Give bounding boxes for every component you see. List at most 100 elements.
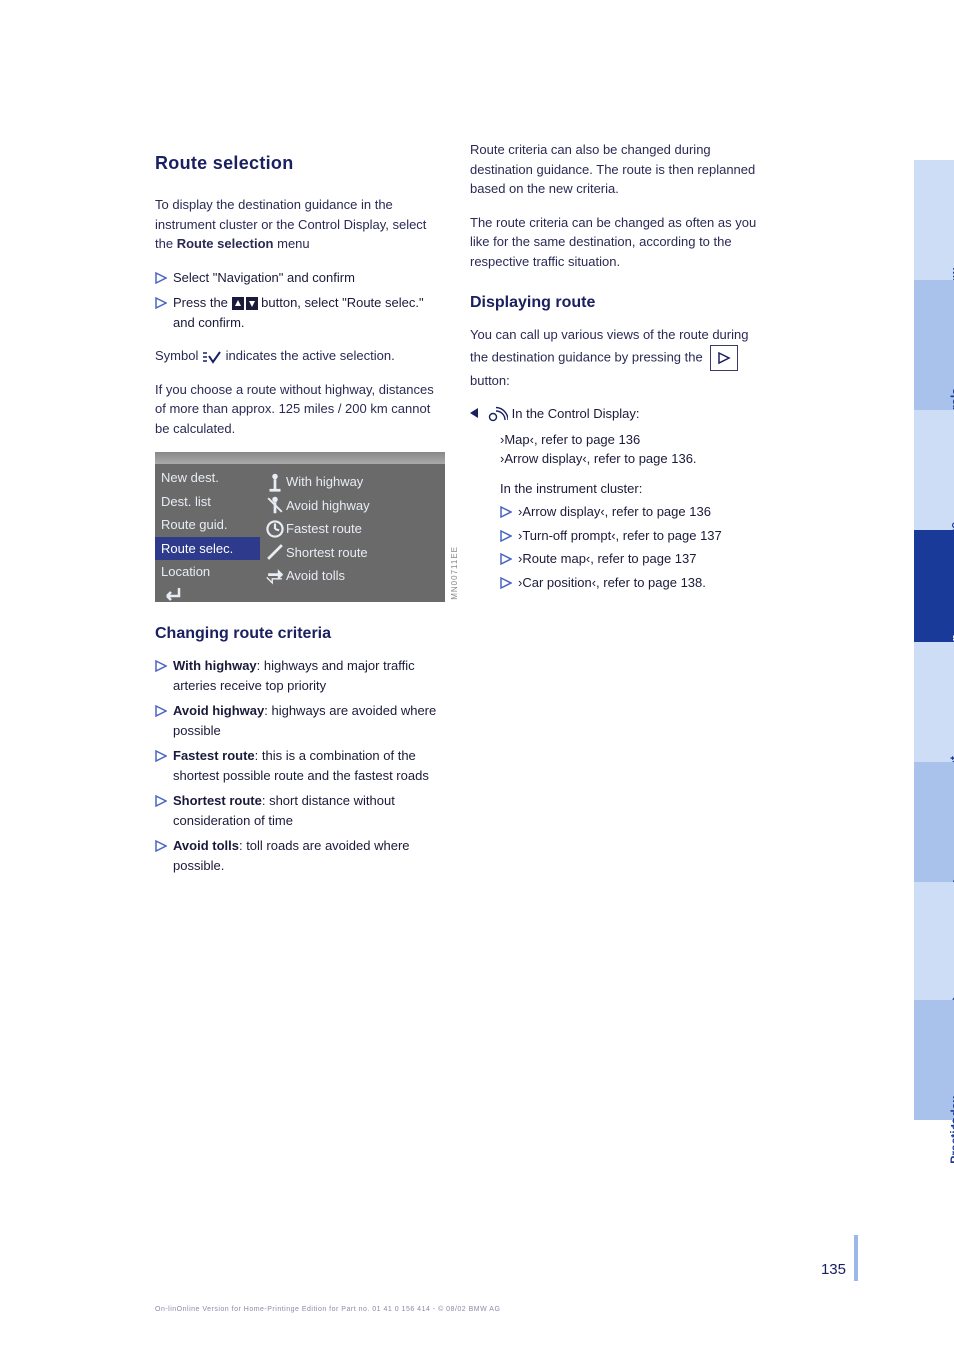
- option-label: Fastest route: [286, 519, 362, 539]
- step-text: Press the button, select "Route selec." …: [173, 293, 445, 332]
- symbol-text-after: indicates the active selection.: [226, 348, 395, 363]
- criteria-text: With highway: highways and major traffic…: [173, 656, 445, 695]
- screenshot-menu-item: Route selec.: [155, 537, 260, 561]
- triangle-bullet-icon: [155, 658, 173, 672]
- step-text: Select "Navigation" and confirm: [173, 268, 445, 288]
- screenshot-menu-item: Dest. list: [155, 490, 260, 514]
- triangle-bullet-icon: [155, 295, 173, 309]
- symbol-text-before: Symbol: [155, 348, 202, 363]
- bullet-map: ›Map‹, refer to page 136: [500, 430, 770, 450]
- triangle-bullet-icon: [155, 270, 173, 284]
- criteria-text: Fastest route: this is a combination of …: [173, 746, 445, 785]
- reference-text: ›Car position‹, refer to page 138.: [518, 573, 770, 593]
- screenshot-menu-item: Route guid.: [155, 513, 260, 537]
- option-label: Shortest route: [286, 543, 368, 563]
- criteria-text: Shortest route: short distance without c…: [173, 791, 445, 830]
- criteria-item: Avoid tolls: toll roads are avoided wher…: [155, 836, 445, 875]
- option-label: Avoid tolls: [286, 566, 345, 586]
- tab-controls[interactable]: Controls: [914, 280, 954, 410]
- nav-menu-screenshot: New dest.Dest. listRoute guid.Route sele…: [155, 452, 445, 602]
- control-display-text: In the Control Display:: [486, 404, 770, 424]
- heading-route-selection: Route selection: [155, 150, 445, 177]
- no-highway-note: If you choose a route without highway, d…: [155, 380, 445, 439]
- intro-para: To display the destination guidance in t…: [155, 195, 445, 254]
- option-icon: [264, 521, 286, 537]
- option-icon: [264, 544, 286, 560]
- criteria-name: Avoid tolls: [173, 838, 239, 853]
- criteria-change-para: Route criteria can also be changed durin…: [470, 140, 770, 199]
- criteria-name: Shortest route: [173, 793, 262, 808]
- step-select-navigation: Select "Navigation" and confirm: [155, 268, 445, 288]
- tab-practical-interior-accessories[interactable]: Practical interior accessories: [914, 882, 954, 1000]
- tab-maintenance[interactable]: Maintenance: [914, 410, 954, 530]
- menu-list: New dest.Dest. listRoute guid.Route sele…: [155, 464, 260, 602]
- triangle-bullet-icon: [500, 504, 518, 524]
- criteria-list: With highway: highways and major traffic…: [155, 656, 445, 875]
- page-number: 135: [821, 1259, 846, 1282]
- option-label: Avoid highway: [286, 496, 370, 516]
- control-display-line: In the Control Display:: [470, 404, 770, 424]
- option-icon: [264, 568, 286, 584]
- triangle-bullet-icon: [500, 528, 518, 548]
- reference-line: ›Arrow display‹, refer to page 136: [500, 502, 770, 524]
- return-icon: [159, 584, 187, 604]
- intro-text-2: menu: [277, 236, 310, 251]
- triangle-bullet-icon: [500, 575, 518, 595]
- tab-navigation[interactable]: Navigation: [914, 530, 954, 642]
- intro-strong: Route selection: [177, 236, 274, 251]
- criteria-item: Avoid highway: highways are avoided wher…: [155, 701, 445, 740]
- screenshot-menu-item: Location: [155, 560, 260, 584]
- heading-changing-criteria: Changing route criteria: [155, 622, 445, 646]
- criteria-name: Avoid highway: [173, 703, 264, 718]
- bullet-arrow-display: ›Arrow display‹, refer to page 136.: [500, 449, 770, 469]
- page-root: OverviewControlsMaintenanceNavigationEnt…: [0, 0, 954, 1351]
- views-text-a: You can call up various views of the rou…: [470, 327, 748, 364]
- option-icon: [264, 474, 286, 490]
- checklist-icon: [202, 350, 222, 364]
- reference-text: ›Route map‹, refer to page 137: [518, 549, 770, 569]
- tab-entertainment[interactable]: Entertainment: [914, 642, 954, 762]
- triangle-bullet-icon: [155, 748, 173, 762]
- right-column: Route criteria can also be changed durin…: [470, 140, 770, 596]
- step-text-a: Press the: [173, 295, 232, 310]
- views-para: You can call up various views of the rou…: [470, 325, 770, 390]
- screenshot-option: Avoid tolls: [264, 564, 441, 588]
- screenshot-code: MN00711EE: [449, 546, 461, 600]
- screenshot-option: Shortest route: [264, 541, 441, 565]
- tab-communications[interactable]: Communications: [914, 762, 954, 882]
- option-icon: [264, 497, 286, 513]
- criteria-item: With highway: highways and major traffic…: [155, 656, 445, 695]
- footer-legal: On-linOnline Version for Home-Printinge …: [155, 1305, 500, 1316]
- instrument-cluster-line: In the instrument cluster:: [500, 479, 770, 499]
- reference-line: ›Car position‹, refer to page 138.: [500, 573, 770, 595]
- screenshot-option: Avoid highway: [264, 494, 441, 518]
- tab-label: Index: [946, 1096, 954, 1127]
- tab-overview[interactable]: Overview: [914, 160, 954, 280]
- criteria-item: Shortest route: short distance without c…: [155, 791, 445, 830]
- arrow-left-icon: [470, 408, 478, 418]
- instrument-refs: ›Arrow display‹, refer to page 136›Turn-…: [470, 502, 770, 594]
- page-accent-bar: [854, 1235, 858, 1281]
- option-label: With highway: [286, 472, 363, 492]
- tab-index[interactable]: Index: [914, 1000, 954, 1120]
- sat-text: In the Control Display:: [512, 406, 640, 421]
- left-column: Route selection To display the destinati…: [155, 150, 445, 881]
- screenshot-option: Fastest route: [264, 517, 441, 541]
- views-text-b: button:: [470, 373, 510, 388]
- reference-line: ›Turn-off prompt‹, refer to page 137: [500, 526, 770, 548]
- active-selection-para: Symbol indicates the active selection.: [155, 346, 445, 366]
- section-tabs: OverviewControlsMaintenanceNavigationEnt…: [914, 0, 954, 1351]
- updown-key-icon: [232, 297, 258, 310]
- screenshot-menu-item: New dest.: [155, 466, 260, 490]
- triangle-bullet-icon: [155, 703, 173, 717]
- reference-line: ›Route map‹, refer to page 137: [500, 549, 770, 571]
- reference-text: ›Turn-off prompt‹, refer to page 137: [518, 526, 770, 546]
- step-press-updown: Press the button, select "Route selec." …: [155, 293, 445, 332]
- heading-displaying-route: Displaying route: [470, 291, 770, 315]
- triangle-bullet-icon: [155, 838, 173, 852]
- triangle-bullet-icon: [500, 551, 518, 571]
- criteria-text: Avoid tolls: toll roads are avoided wher…: [173, 836, 445, 875]
- criteria-often-para: The route criteria can be changed as oft…: [470, 213, 770, 272]
- criteria-name: With highway: [173, 658, 257, 673]
- screenshot-option: With highway: [264, 470, 441, 494]
